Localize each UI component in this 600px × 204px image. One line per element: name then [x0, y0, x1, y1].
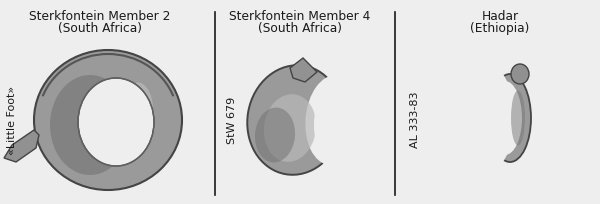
Ellipse shape	[123, 82, 153, 137]
Ellipse shape	[511, 64, 529, 84]
Text: Sterkfontein Member 4: Sterkfontein Member 4	[229, 10, 371, 23]
Text: (South Africa): (South Africa)	[58, 22, 142, 35]
Polygon shape	[4, 130, 39, 162]
Ellipse shape	[50, 75, 130, 175]
Ellipse shape	[488, 81, 522, 155]
Text: «Little Foot»: «Little Foot»	[7, 85, 17, 155]
Text: StW 679: StW 679	[227, 96, 237, 144]
Ellipse shape	[489, 74, 531, 162]
Text: Sterkfontein Member 2: Sterkfontein Member 2	[29, 10, 170, 23]
Ellipse shape	[78, 78, 154, 166]
Ellipse shape	[314, 75, 366, 175]
Text: (Ethiopia): (Ethiopia)	[470, 22, 530, 35]
Ellipse shape	[305, 75, 361, 165]
Ellipse shape	[511, 91, 525, 145]
Text: AL 333-83: AL 333-83	[410, 92, 420, 148]
Ellipse shape	[479, 70, 513, 166]
Polygon shape	[290, 58, 317, 82]
Ellipse shape	[247, 65, 343, 175]
Ellipse shape	[255, 108, 295, 162]
Text: Hadar: Hadar	[481, 10, 518, 23]
Ellipse shape	[34, 50, 182, 190]
Text: (South Africa): (South Africa)	[258, 22, 342, 35]
Ellipse shape	[264, 94, 316, 162]
